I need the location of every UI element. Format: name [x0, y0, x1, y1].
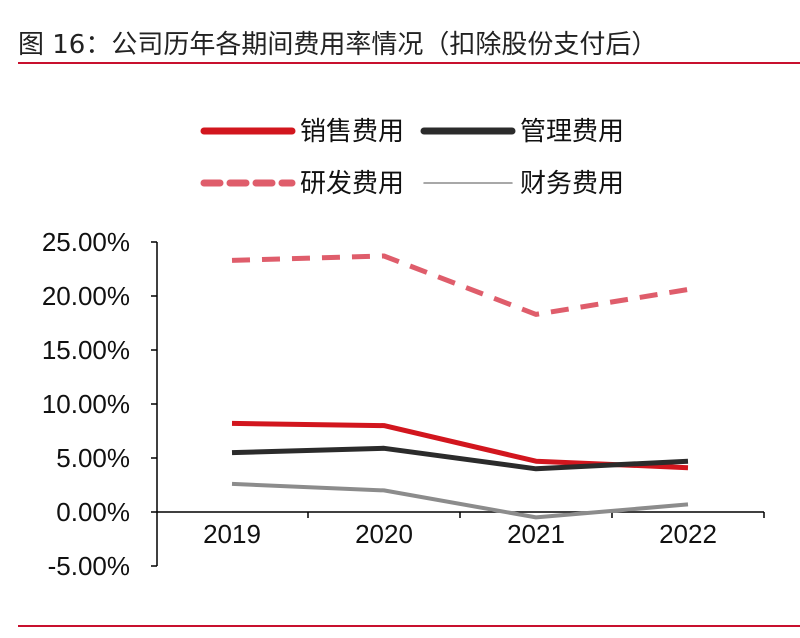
x-tick-label: 2020: [355, 519, 413, 549]
y-tick-label: 0.00%: [56, 497, 130, 527]
legend-label: 管理费用: [520, 117, 624, 147]
chart-series: [231, 253, 689, 520]
legend-label: 销售费用: [300, 117, 404, 147]
x-tick-label: 2022: [659, 519, 717, 549]
title-rule-top: [18, 62, 800, 64]
y-tick-label: 5.00%: [56, 443, 130, 473]
y-tick-label: 25.00%: [42, 227, 130, 257]
legend-label: 财务费用: [520, 169, 624, 199]
y-tick-label: -5.00%: [48, 551, 130, 581]
figure-title: 图 16：公司历年各期间费用率情况（扣除股份支付后）: [18, 30, 658, 60]
series-line: [231, 253, 689, 317]
x-tick-label: 2019: [203, 519, 261, 549]
y-tick-label: 20.00%: [42, 281, 130, 311]
y-tick-label: 10.00%: [42, 389, 130, 419]
series-line: [231, 481, 689, 520]
series-line: [231, 445, 689, 472]
legend-label: 研发费用: [300, 169, 404, 199]
title-rule-bottom: [18, 625, 800, 627]
chart-axes: 25.00% 20.00% 15.00% 10.00% 5.00% 0.00% -5.00%…: [42, 227, 765, 581]
y-tick-label: 15.00%: [42, 335, 130, 365]
x-tick-label: 2021: [507, 519, 565, 549]
